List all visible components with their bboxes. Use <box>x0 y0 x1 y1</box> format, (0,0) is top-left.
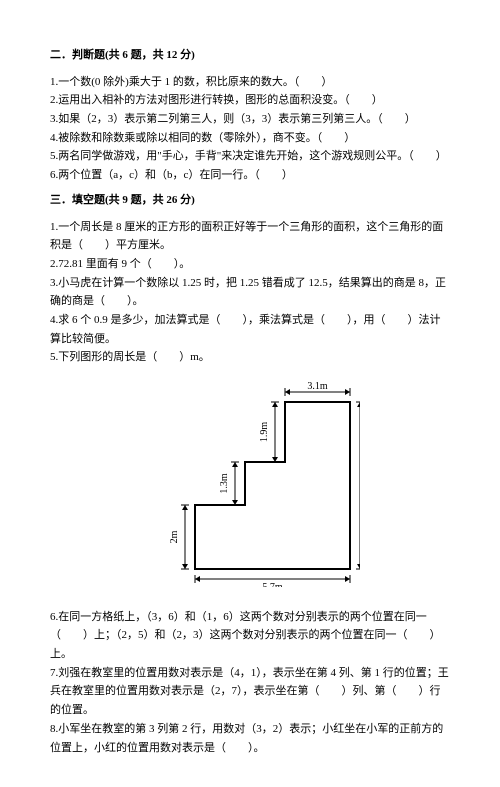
s2-q4: 4.被除数和除数乘或除以相同的数（零除外），商不变。（ ） <box>50 129 450 148</box>
s3-q6: 6.在同一方格纸上，（3，6）和（1，6）这两个数对分别表示的两个位置在同一（ … <box>50 608 450 664</box>
svg-text:5.7m: 5.7m <box>262 582 283 587</box>
s2-q5: 5.两名同学做游戏，用"手心，手背"来决定谁先开始，这个游戏规则公平。（ ） <box>50 147 450 166</box>
s3-q8: 8.小军坐在教室的第 3 列第 2 行，用数对（3，2）表示；小红坐在小军的正前… <box>50 720 450 757</box>
step-figure: 3.1m5.7m5.2m1.9m1.3m2m <box>140 377 360 587</box>
s3-q5: 5.下列图形的周长是（ ）m。 <box>50 348 450 367</box>
svg-text:1.9m: 1.9m <box>259 422 270 443</box>
s3-q2: 2.72.81 里面有 9 个（ ）。 <box>50 255 450 274</box>
section2-title: 二．判断题(共 6 题，共 12 分) <box>50 46 450 65</box>
s3-q1: 1.一个周长是 8 厘米的正方形的面积正好等于一个三角形的面积，这个三角形的面积… <box>50 218 450 255</box>
s3-q4: 4.求 6 个 0.9 是多少，加法算式是（ ），乘法算式是（ ），用（ ）法计… <box>50 311 450 348</box>
section3-title: 三．填空题(共 9 题，共 26 分) <box>50 191 450 210</box>
s2-q1: 1.一个数(0 除外)乘大于 1 的数，积比原来的数大。（ ） <box>50 73 450 92</box>
page: 二．判断题(共 6 题，共 12 分) 1.一个数(0 除外)乘大于 1 的数，… <box>0 0 500 787</box>
s3-q7: 7.刘强在教室里的位置用数对表示是（4，1），表示坐在第 4 列、第 1 行的位… <box>50 664 450 720</box>
svg-text:3.1m: 3.1m <box>307 381 328 392</box>
svg-text:2m: 2m <box>169 530 180 543</box>
s2-q3: 3.如果（2，3）表示第二列第三人，则（3，3）表示第三列第三人。（ ） <box>50 110 450 129</box>
svg-text:1.3m: 1.3m <box>219 473 230 494</box>
s2-q2: 2.运用出入相补的方法对图形进行转换，图形的总面积没变。（ ） <box>50 91 450 110</box>
s3-q3: 3.小马虎在计算一个数除以 1.25 时，把 1.25 错看成了 12.5，结果… <box>50 274 450 311</box>
figure-wrap: 3.1m5.7m5.2m1.9m1.3m2m <box>50 377 450 594</box>
s2-q6: 6.两个位置（a，c）和（b，c）在同一行。（ ） <box>50 166 450 185</box>
